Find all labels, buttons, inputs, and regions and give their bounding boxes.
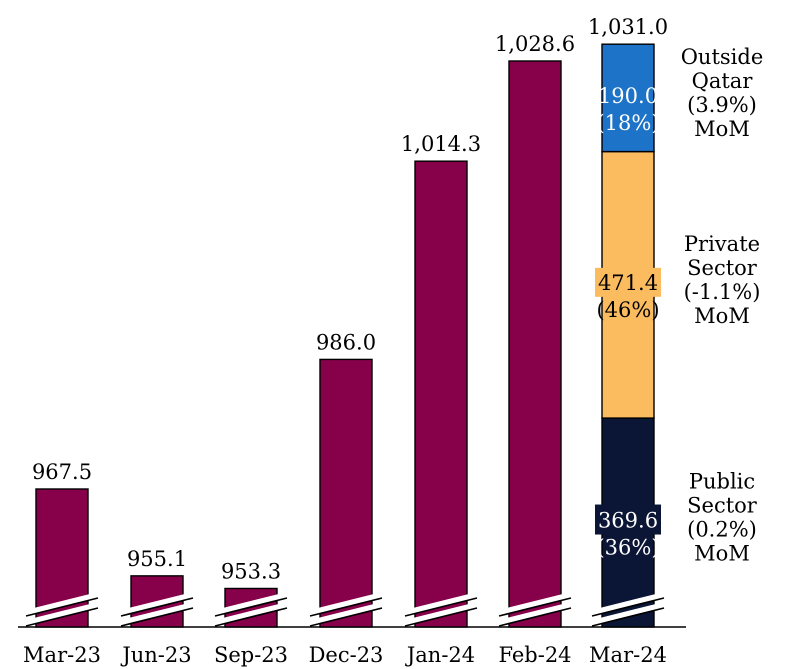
tick-label-dec-23: Dec-23 <box>309 643 384 667</box>
value-label-jun-23: 955.1 <box>127 547 187 571</box>
axis-break-gap <box>214 602 288 626</box>
axis-break-gap <box>25 592 99 616</box>
segment-value-public: 369.6 <box>598 509 658 533</box>
value-label-mar-23: 967.5 <box>32 460 92 484</box>
axis-break-mark <box>498 607 572 627</box>
axis-break-mark <box>120 597 194 617</box>
side-label-public-1: Sector <box>687 494 758 518</box>
tick-label-feb-24: Feb-24 <box>498 643 571 667</box>
axis-break-mark <box>498 597 572 617</box>
axis-break-gap <box>309 592 383 616</box>
bar-feb-24 <box>508 60 562 628</box>
side-label-outside-2: (3.9%) <box>687 93 757 117</box>
bar-dec-23 <box>319 358 373 628</box>
side-label-private-3: MoM <box>694 304 750 328</box>
axis-break-mark <box>309 597 383 617</box>
side-label-outside-3: MoM <box>694 117 750 141</box>
axis-break-gap <box>591 602 665 626</box>
axis-break-gap <box>404 592 478 616</box>
segment-value-backing <box>595 267 661 297</box>
segment-value-private: 471.4 <box>598 271 658 295</box>
axis-break-gap <box>591 592 665 616</box>
axis-break-mark <box>591 597 665 617</box>
axis-break-mark <box>214 607 288 627</box>
axis-break-mark <box>25 597 99 617</box>
axis-break-mark <box>214 597 288 617</box>
value-label-feb-24: 1,028.6 <box>495 32 575 56</box>
side-label-outside-0: Outside <box>681 45 764 69</box>
bar-jan-24 <box>414 160 468 628</box>
axis-break-gap <box>309 602 383 626</box>
tick-label-jan-24: Jan-24 <box>405 643 475 667</box>
labels-layer: 967.5 Mar-23 955.1 Jun-23 953.3 Sep-23 986.0 De… <box>23 15 763 667</box>
tick-label-jun-23: Jun-23 <box>120 643 191 667</box>
segment-share-public: (36%) <box>596 536 659 560</box>
side-label-private-1: Sector <box>687 256 758 280</box>
tick-label-mar-23: Mar-23 <box>23 643 101 667</box>
axis-break-gap <box>120 602 194 626</box>
tick-label-sep-23: Sep-23 <box>214 643 288 667</box>
side-label-private-2: (-1.1%) <box>684 280 761 304</box>
value-label-dec-23: 986.0 <box>316 330 376 354</box>
axis-break-gap <box>214 592 288 616</box>
axis-break-mark <box>120 607 194 627</box>
axis-break-mark <box>404 597 478 617</box>
axis-break-mark <box>309 607 383 627</box>
segment-value-outside: 190.0 <box>598 84 658 108</box>
value-label-mar-24: 1,031.0 <box>588 15 668 39</box>
value-label-sep-23: 953.3 <box>221 559 281 583</box>
side-label-public-2: (0.2%) <box>687 518 757 542</box>
axis-break-mark <box>591 607 665 627</box>
segment-share-outside: (18%) <box>596 111 659 135</box>
tick-label-mar-24: Mar-24 <box>589 643 667 667</box>
value-label-jan-24: 1,014.3 <box>401 132 481 156</box>
bars-layer <box>18 43 686 628</box>
side-label-public-3: MoM <box>694 542 750 566</box>
segment-value-backing <box>595 504 661 535</box>
axis-break-mark <box>25 607 99 627</box>
side-label-public-0: Public <box>689 470 755 494</box>
bar-mar-23 <box>35 488 89 628</box>
axis-break-gap <box>404 602 478 626</box>
segment-share-private: (46%) <box>596 298 659 322</box>
axis-break-mark <box>404 607 478 627</box>
side-label-private-0: Private <box>684 232 760 256</box>
axis-break-gap <box>120 592 194 616</box>
axis-break-gap <box>25 602 99 626</box>
side-label-outside-1: Qatar <box>692 69 754 93</box>
axis-break-gap <box>498 602 572 626</box>
axis-break-gap <box>498 592 572 616</box>
segment-outside <box>601 43 655 153</box>
